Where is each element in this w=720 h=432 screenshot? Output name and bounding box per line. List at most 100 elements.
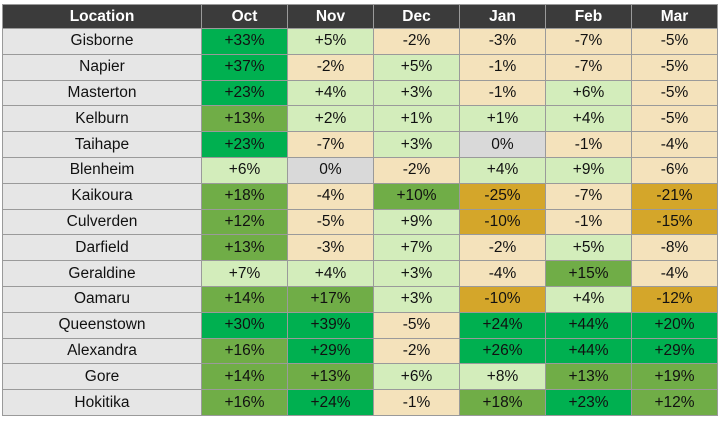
value-cell-mar: -12% (631, 285, 718, 313)
value-cell-jan: +18% (459, 389, 546, 416)
value-cell-mar: -5% (631, 53, 718, 81)
value-cell-nov: +4% (287, 260, 374, 287)
location-cell: Queenstown (2, 311, 202, 339)
value-cell-jan: +1% (459, 105, 546, 133)
value-cell-oct: +33% (201, 28, 288, 55)
value-cell-oct: +23% (201, 79, 288, 107)
value-cell-oct: +14% (201, 363, 288, 391)
value-cell-mar: +20% (631, 311, 718, 339)
location-cell: Masterton (2, 79, 202, 107)
value-cell-mar: +12% (631, 389, 718, 416)
value-cell-dec: -2% (373, 28, 460, 55)
value-cell-feb: +15% (545, 260, 632, 287)
value-cell-mar: -8% (631, 234, 718, 262)
table-row: Queenstown +30% +39% -5% +24% +44% +20% (2, 311, 718, 339)
location-cell: Napier (2, 53, 202, 81)
location-cell: Blenheim (2, 156, 202, 184)
table-row: Gore +14% +13% +6% +8% +13% +19% (2, 363, 718, 391)
value-cell-feb: +9% (545, 156, 632, 184)
table-body: Gisborne +33% +5% -2% -3% -7% -5% Napier +37% -2%… (2, 28, 718, 416)
value-cell-jan: -10% (459, 285, 546, 313)
value-cell-mar: -15% (631, 208, 718, 236)
value-cell-feb: +5% (545, 234, 632, 262)
value-cell-oct: +16% (201, 389, 288, 416)
value-cell-oct: +13% (201, 234, 288, 262)
table-row: Oamaru +14% +17% +3% -10% +4% -12% (2, 285, 718, 313)
value-cell-oct: +18% (201, 182, 288, 210)
rainfall-change-table: Location Oct Nov Dec Jan Feb Mar Gisborn… (2, 4, 718, 416)
table-row: Masterton +23% +4% +3% -1% +6% -5% (2, 79, 718, 107)
value-cell-jan: -1% (459, 53, 546, 81)
value-cell-feb: +4% (545, 105, 632, 133)
value-cell-oct: +23% (201, 131, 288, 158)
value-cell-oct: +30% (201, 311, 288, 339)
value-cell-mar: -5% (631, 79, 718, 107)
value-cell-oct: +13% (201, 105, 288, 133)
header-jan: Jan (459, 4, 546, 29)
value-cell-nov: +13% (287, 363, 374, 391)
location-cell: Taihape (2, 131, 202, 158)
table-row: Blenheim +6% 0% -2% +4% +9% -6% (2, 156, 718, 184)
table-row: Geraldine +7% +4% +3% -4% +15% -4% (2, 260, 718, 287)
value-cell-oct: +16% (201, 337, 288, 365)
value-cell-nov: -4% (287, 182, 374, 210)
value-cell-jan: +26% (459, 337, 546, 365)
table-row: Kaikoura +18% -4% +10% -25% -7% -21% (2, 182, 718, 210)
location-cell: Gore (2, 363, 202, 391)
value-cell-nov: -2% (287, 53, 374, 81)
value-cell-nov: -5% (287, 208, 374, 236)
value-cell-oct: +6% (201, 156, 288, 184)
location-cell: Alexandra (2, 337, 202, 365)
value-cell-mar: -4% (631, 260, 718, 287)
location-cell: Geraldine (2, 260, 202, 287)
value-cell-feb: +4% (545, 285, 632, 313)
value-cell-feb: -7% (545, 28, 632, 55)
value-cell-jan: +4% (459, 156, 546, 184)
table-row: Gisborne +33% +5% -2% -3% -7% -5% (2, 28, 718, 55)
value-cell-feb: -7% (545, 182, 632, 210)
table-row: Darfield +13% -3% +7% -2% +5% -8% (2, 234, 718, 262)
value-cell-oct: +12% (201, 208, 288, 236)
value-cell-dec: +3% (373, 260, 460, 287)
value-cell-feb: +6% (545, 79, 632, 107)
value-cell-dec: +7% (373, 234, 460, 262)
value-cell-jan: -10% (459, 208, 546, 236)
value-cell-feb: +23% (545, 389, 632, 416)
value-cell-jan: -4% (459, 260, 546, 287)
value-cell-dec: +1% (373, 105, 460, 133)
value-cell-dec: +5% (373, 53, 460, 81)
value-cell-mar: -6% (631, 156, 718, 184)
value-cell-oct: +14% (201, 285, 288, 313)
value-cell-dec: -5% (373, 311, 460, 339)
header-row: Location Oct Nov Dec Jan Feb Mar (2, 4, 718, 29)
table-row: Alexandra +16% +29% -2% +26% +44% +29% (2, 337, 718, 365)
value-cell-dec: -2% (373, 156, 460, 184)
table-row: Taihape +23% -7% +3% 0% -1% -4% (2, 131, 718, 158)
header-mar: Mar (631, 4, 718, 29)
value-cell-oct: +37% (201, 53, 288, 81)
value-cell-jan: +8% (459, 363, 546, 391)
value-cell-feb: -1% (545, 208, 632, 236)
value-cell-jan: -2% (459, 234, 546, 262)
value-cell-nov: -7% (287, 131, 374, 158)
value-cell-feb: +44% (545, 311, 632, 339)
value-cell-dec: -2% (373, 337, 460, 365)
value-cell-dec: +3% (373, 79, 460, 107)
value-cell-nov: +29% (287, 337, 374, 365)
table-row: Kelburn +13% +2% +1% +1% +4% -5% (2, 105, 718, 133)
value-cell-feb: -7% (545, 53, 632, 81)
value-cell-jan: +24% (459, 311, 546, 339)
location-cell: Gisborne (2, 28, 202, 55)
value-cell-jan: 0% (459, 131, 546, 158)
value-cell-dec: +6% (373, 363, 460, 391)
location-cell: Kelburn (2, 105, 202, 133)
location-cell: Darfield (2, 234, 202, 262)
value-cell-nov: 0% (287, 156, 374, 184)
value-cell-mar: -21% (631, 182, 718, 210)
header-dec: Dec (373, 4, 460, 29)
table-row: Culverden +12% -5% +9% -10% -1% -15% (2, 208, 718, 236)
value-cell-mar: +29% (631, 337, 718, 365)
value-cell-nov: +17% (287, 285, 374, 313)
table-header: Location Oct Nov Dec Jan Feb Mar (2, 4, 718, 29)
header-feb: Feb (545, 4, 632, 29)
